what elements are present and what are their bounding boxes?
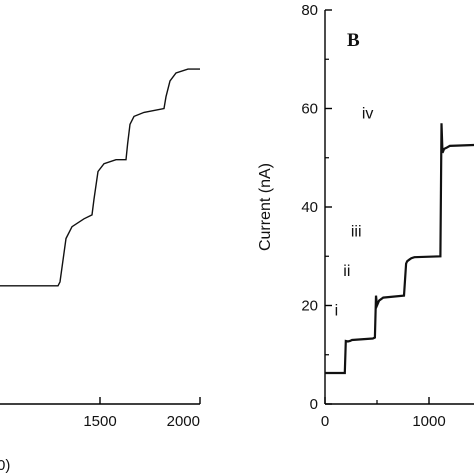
panel-b-y-tick-label: 60 bbox=[301, 101, 318, 118]
panel-a-partial-x-label: 0) bbox=[0, 457, 10, 474]
panel-b-x-tick-label: 1000 bbox=[412, 413, 445, 430]
panel-b-series-line bbox=[325, 123, 474, 375]
panel-b-x-tick-label: 0 bbox=[321, 413, 329, 430]
panel-b-letter: B bbox=[347, 30, 360, 51]
panel-a-x-tick-label: 1500 bbox=[83, 413, 116, 430]
panel-b-step-label: i bbox=[335, 302, 339, 319]
panel-b-y-axis-label: Current (nA) bbox=[257, 163, 274, 251]
panel-b-y-tick-label: 0 bbox=[310, 396, 318, 413]
panel-b-step-label: iii bbox=[351, 224, 362, 241]
panel-a-x-ticks: 1500 2000 bbox=[83, 397, 201, 430]
panel-b-y-tick-label: 80 bbox=[301, 2, 318, 19]
panel-a-series-line bbox=[0, 68, 200, 287]
panel-b-y-ticks: 0 20 40 60 80 bbox=[301, 2, 332, 413]
panel-a-x-tick-label: 2000 bbox=[167, 413, 200, 430]
panel-b-x-ticks: 0 1000 bbox=[321, 397, 446, 430]
panel-a: 1500 2000 0) bbox=[0, 68, 201, 474]
panel-b-step-label: iv bbox=[362, 105, 374, 122]
panel-b-y-tick-label: 40 bbox=[301, 199, 318, 216]
panel-b-y-tick-label: 20 bbox=[301, 298, 318, 315]
panel-b-step-label: ii bbox=[343, 263, 350, 280]
